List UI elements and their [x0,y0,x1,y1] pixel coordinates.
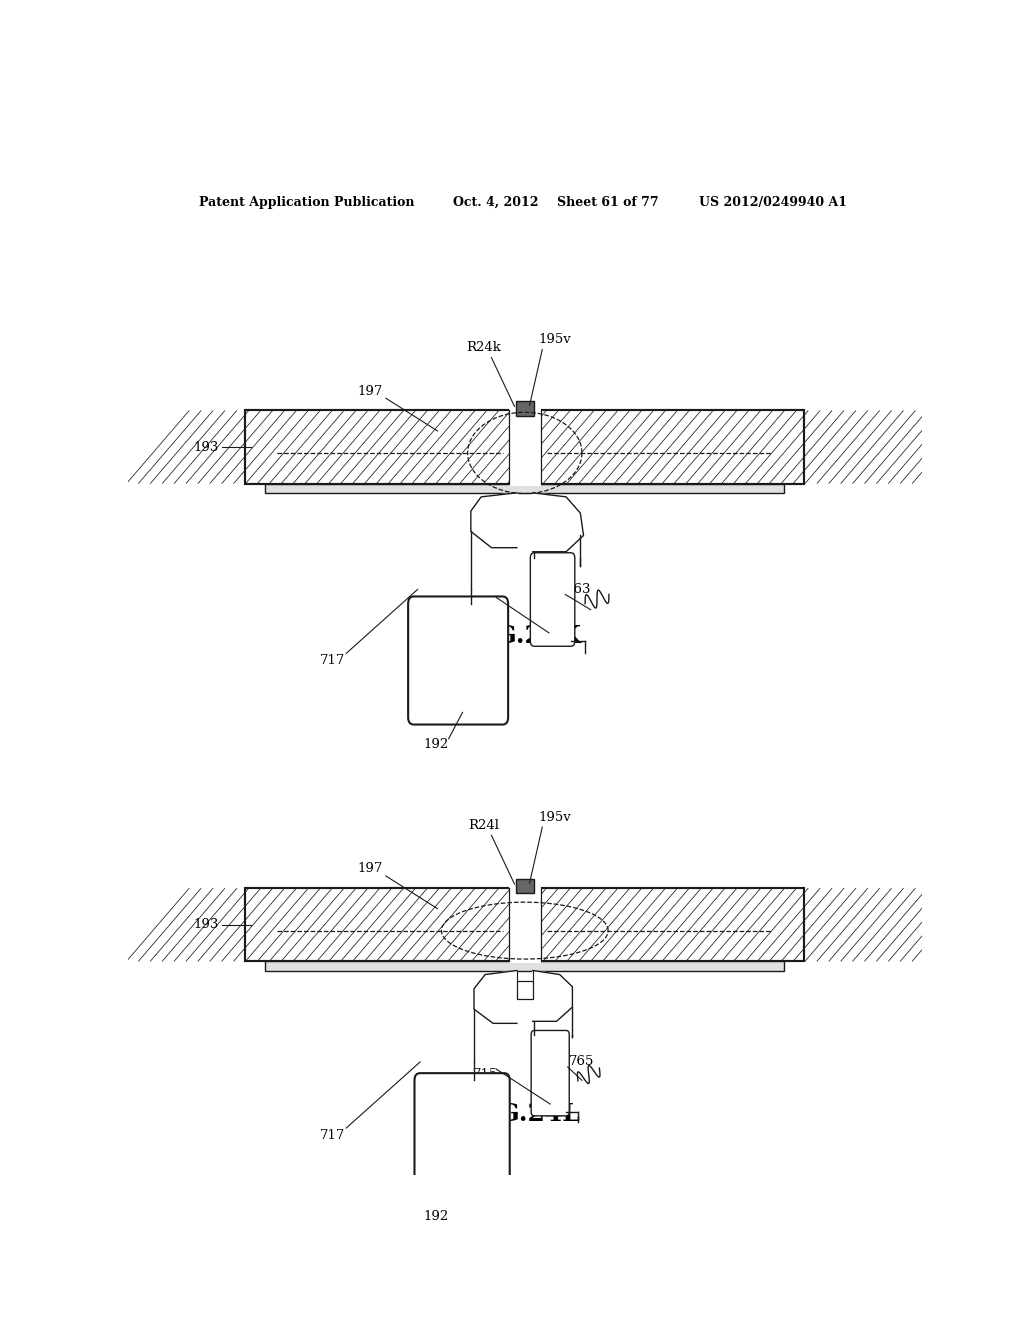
Text: 763: 763 [566,583,592,595]
Text: 193: 193 [194,441,219,454]
Bar [516,401,534,416]
Text: FIG.24L: FIG.24L [469,1102,581,1126]
Text: 197: 197 [357,862,383,875]
FancyBboxPatch shape [409,597,508,725]
Text: FIG.24K: FIG.24K [467,624,583,648]
FancyBboxPatch shape [530,553,574,647]
Bar [509,408,541,486]
Text: 193: 193 [194,919,219,932]
Text: US 2012/0249940 A1: US 2012/0249940 A1 [699,195,848,209]
Text: 717: 717 [321,1129,345,1142]
Text: 717: 717 [321,653,345,667]
Polygon shape [471,492,517,548]
Bar [246,411,804,483]
Polygon shape [532,492,584,552]
Text: Sheet 61 of 77: Sheet 61 of 77 [557,195,658,209]
Text: R24k: R24k [466,341,501,354]
Bar [246,888,804,961]
FancyBboxPatch shape [531,1031,569,1115]
Text: Patent Application Publication: Patent Application Publication [200,195,415,209]
Text: 195v: 195v [539,333,571,346]
Text: 765: 765 [569,1056,595,1068]
Bar [246,411,804,483]
FancyBboxPatch shape [415,1073,510,1197]
Bar [246,888,804,961]
Bar [265,483,784,492]
Bar [517,981,532,999]
Text: 197: 197 [357,384,383,397]
Bar [265,961,784,970]
Text: R24l: R24l [468,818,499,832]
Text: 195v: 195v [539,810,571,824]
Polygon shape [474,970,517,1023]
Polygon shape [532,970,572,1022]
Text: 192: 192 [423,1210,449,1222]
Text: 715: 715 [472,597,498,609]
Text: Oct. 4, 2012: Oct. 4, 2012 [454,195,539,209]
Bar [516,879,534,894]
Text: 192: 192 [423,738,449,751]
Bar [509,886,541,964]
Text: 715: 715 [472,1068,498,1081]
